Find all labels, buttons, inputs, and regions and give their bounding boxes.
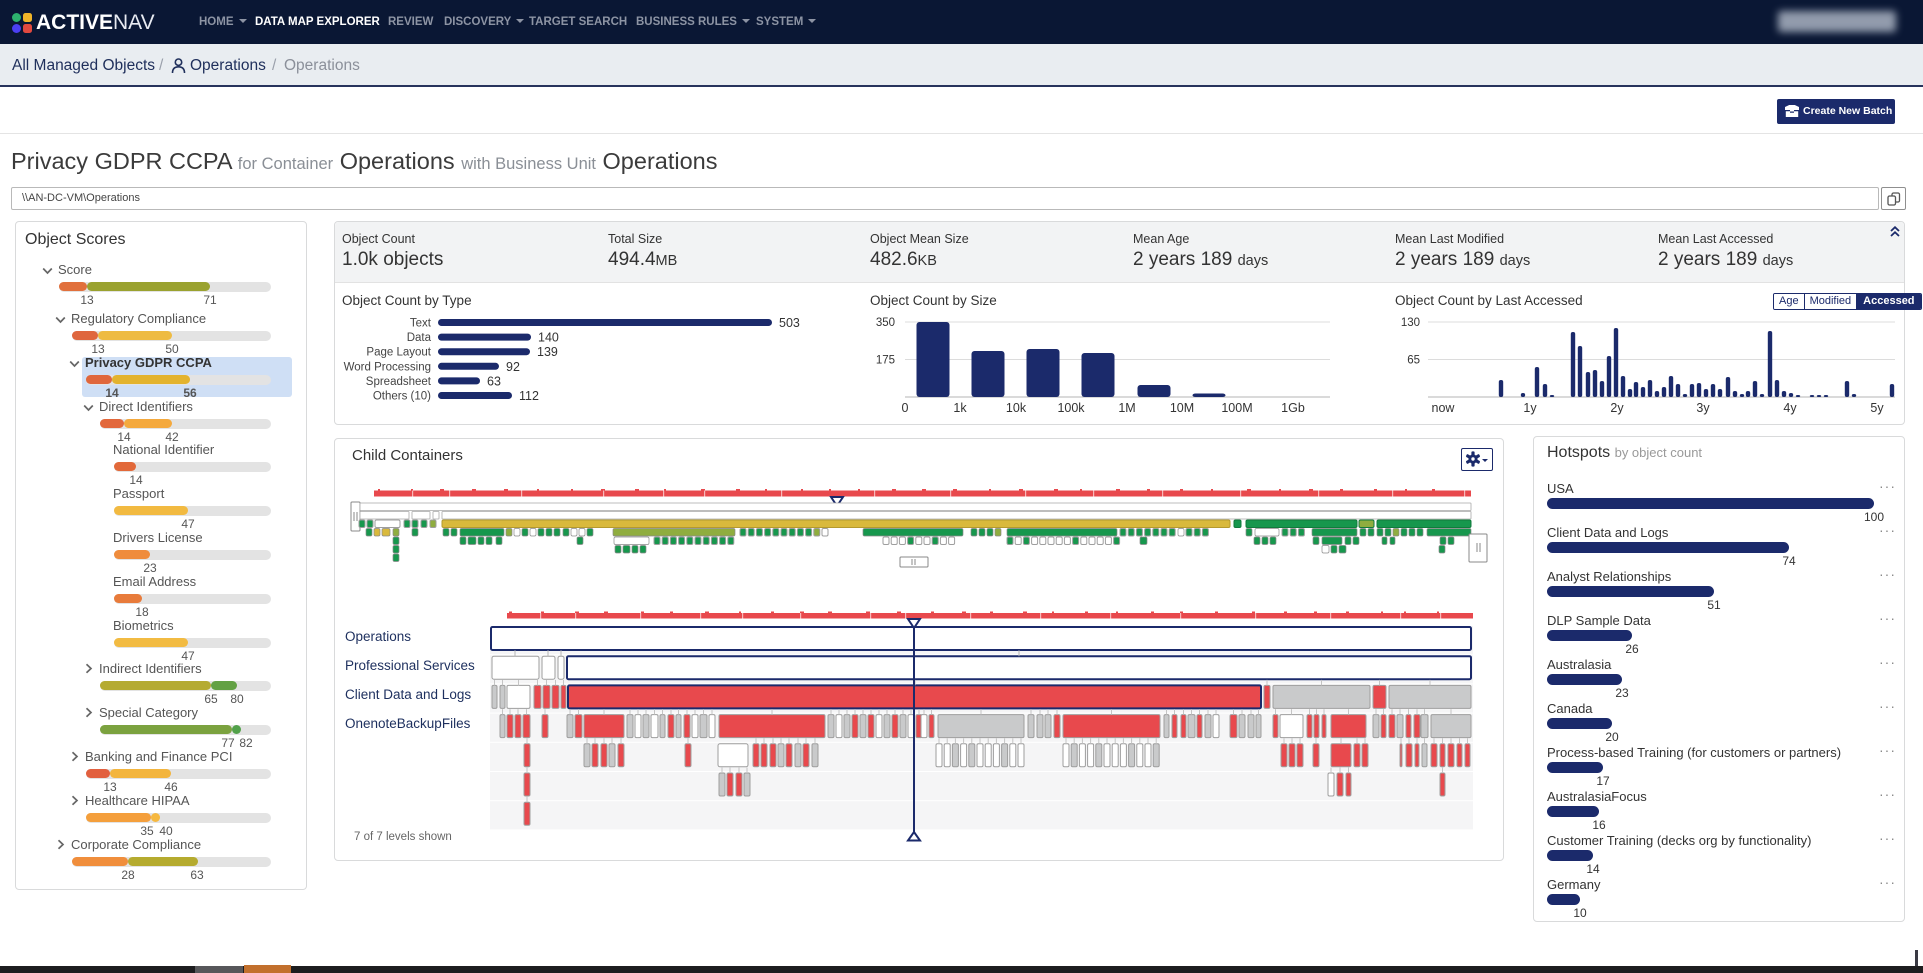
svg-text:139: 139 [537,345,558,359]
svg-text:5y: 5y [1870,401,1884,415]
svg-text:112: 112 [519,389,539,403]
svg-text:63: 63 [487,374,501,388]
svg-text:92: 92 [506,360,520,374]
svg-text:now: now [1432,401,1456,415]
svg-text:1k: 1k [953,401,967,415]
svg-text:100M: 100M [1221,401,1252,415]
svg-text:Text: Text [410,318,432,330]
svg-text:1y: 1y [1523,401,1537,415]
svg-text:Others (10): Others (10) [373,391,431,403]
svg-text:Spreadsheet: Spreadsheet [366,376,432,388]
svg-text:140: 140 [538,331,559,345]
svg-text:Word Processing: Word Processing [344,361,431,373]
svg-text:Object Count by Size: Object Count by Size [870,293,997,308]
svg-text:350: 350 [876,317,895,329]
svg-text:10M: 10M [1170,401,1194,415]
svg-text:2y: 2y [1610,401,1624,415]
svg-text:1M: 1M [1118,401,1135,415]
svg-text:Data: Data [407,332,432,344]
svg-text:1Gb: 1Gb [1281,401,1305,415]
svg-text:10k: 10k [1006,401,1027,415]
svg-text:503: 503 [779,316,800,330]
svg-text:Professional Services: Professional Services [345,658,475,673]
svg-text:Page Layout: Page Layout [366,347,431,359]
svg-text:4y: 4y [1783,401,1797,415]
svg-text:100k: 100k [1057,401,1085,415]
svg-text:130: 130 [1401,317,1420,329]
svg-text:3y: 3y [1696,401,1710,415]
svg-text:0: 0 [902,401,909,415]
svg-text:175: 175 [876,355,895,367]
svg-text:Object Count by Type: Object Count by Type [342,293,472,308]
svg-text:Operations: Operations [345,629,411,644]
svg-text:Client Data and Logs: Client Data and Logs [345,687,471,702]
svg-text:65: 65 [1407,355,1420,367]
svg-text:OnenoteBackupFiles: OnenoteBackupFiles [345,716,471,731]
svg-text:Object Count by Last Accessed: Object Count by Last Accessed [1395,293,1583,308]
